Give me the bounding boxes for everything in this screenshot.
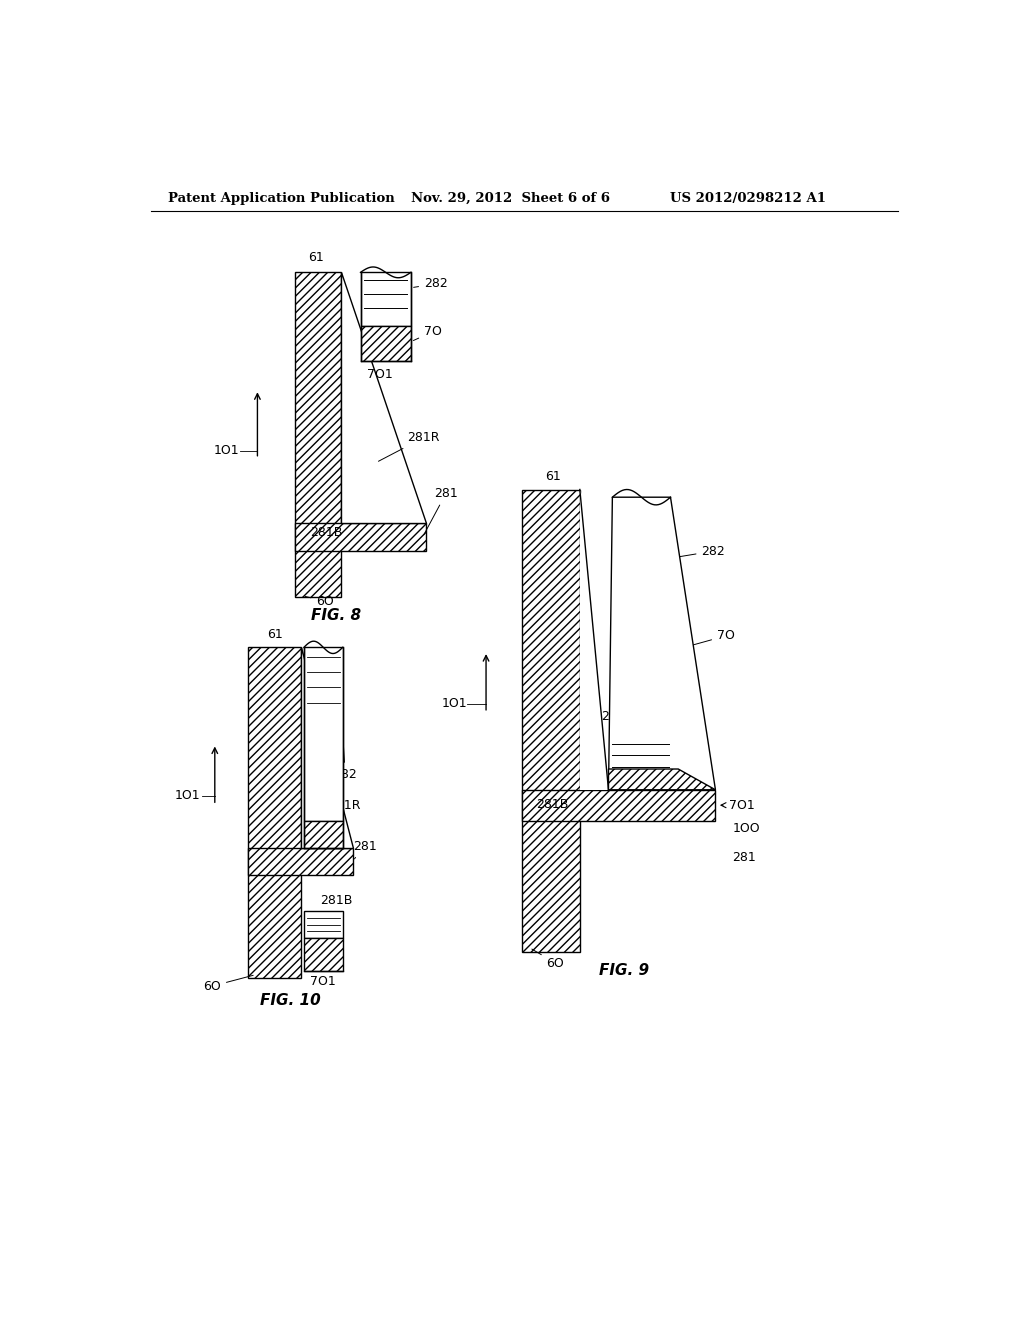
Text: 281: 281 [424, 487, 458, 535]
Bar [304, 939, 343, 970]
Text: 282: 282 [334, 737, 357, 781]
Text: 1O1: 1O1 [442, 697, 468, 710]
Polygon shape [580, 490, 716, 789]
Text: 6O: 6O [305, 594, 334, 607]
Text: 281B: 281B [321, 894, 352, 907]
Text: 6O: 6O [531, 949, 564, 970]
Text: 281: 281 [352, 840, 377, 859]
Text: 61: 61 [267, 628, 283, 642]
Text: 1O1: 1O1 [174, 789, 200, 803]
Text: 7O: 7O [321, 928, 338, 941]
Text: FIG. 8: FIG. 8 [310, 609, 360, 623]
Text: 281B: 281B [310, 525, 342, 539]
Polygon shape [341, 272, 426, 524]
Bar [521, 789, 716, 821]
Bar [248, 647, 301, 978]
Bar [304, 647, 343, 821]
Bar [360, 272, 411, 326]
Text: 6O: 6O [203, 975, 253, 993]
Text: 281R: 281R [601, 710, 633, 723]
Bar [295, 272, 341, 598]
Text: 7O1: 7O1 [721, 799, 755, 812]
Bar [521, 490, 580, 952]
Text: 7O1: 7O1 [310, 974, 336, 987]
Text: 61: 61 [308, 251, 325, 264]
Bar [304, 912, 343, 939]
Text: Nov. 29, 2012  Sheet 6 of 6: Nov. 29, 2012 Sheet 6 of 6 [411, 191, 610, 205]
Polygon shape [608, 770, 716, 789]
Bar [360, 326, 411, 360]
Text: 281B: 281B [537, 797, 568, 810]
Text: 1OO: 1OO [732, 822, 760, 836]
Bar [295, 524, 426, 552]
Bar [304, 821, 343, 847]
Polygon shape [608, 498, 716, 789]
Text: 281: 281 [732, 850, 757, 863]
Text: 281R: 281R [379, 432, 439, 461]
Text: 61: 61 [545, 470, 560, 483]
Text: FIG. 9: FIG. 9 [599, 962, 649, 978]
Text: 1O1: 1O1 [213, 445, 239, 458]
Bar [248, 847, 352, 875]
Text: 7O: 7O [673, 630, 735, 651]
Text: FIG. 10: FIG. 10 [260, 994, 322, 1008]
Text: Patent Application Publication: Patent Application Publication [168, 191, 395, 205]
Text: 281R: 281R [310, 799, 360, 830]
Text: US 2012/0298212 A1: US 2012/0298212 A1 [671, 191, 826, 205]
Text: 7O1: 7O1 [367, 368, 392, 381]
Polygon shape [301, 647, 352, 847]
Text: 282: 282 [670, 545, 725, 558]
Text: 7O: 7O [414, 325, 442, 341]
Text: 282: 282 [414, 277, 447, 290]
